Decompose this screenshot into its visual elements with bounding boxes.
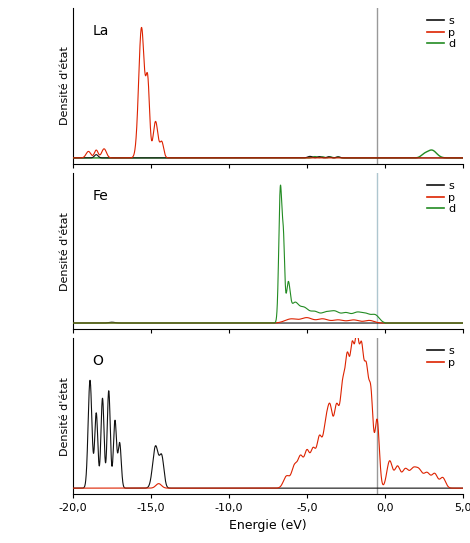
Legend: s, p: s, p	[423, 342, 460, 372]
Y-axis label: Densité d'état: Densité d'état	[60, 212, 70, 291]
Y-axis label: Densité d'état: Densité d'état	[60, 377, 70, 456]
Text: Fe: Fe	[92, 189, 108, 203]
Legend: s, p, d: s, p, d	[423, 176, 460, 219]
X-axis label: Energie (eV): Energie (eV)	[229, 519, 307, 532]
Legend: s, p, d: s, p, d	[423, 11, 460, 54]
Y-axis label: Densité d'état: Densité d'état	[60, 47, 70, 125]
Text: O: O	[92, 354, 103, 368]
Text: La: La	[92, 24, 109, 37]
